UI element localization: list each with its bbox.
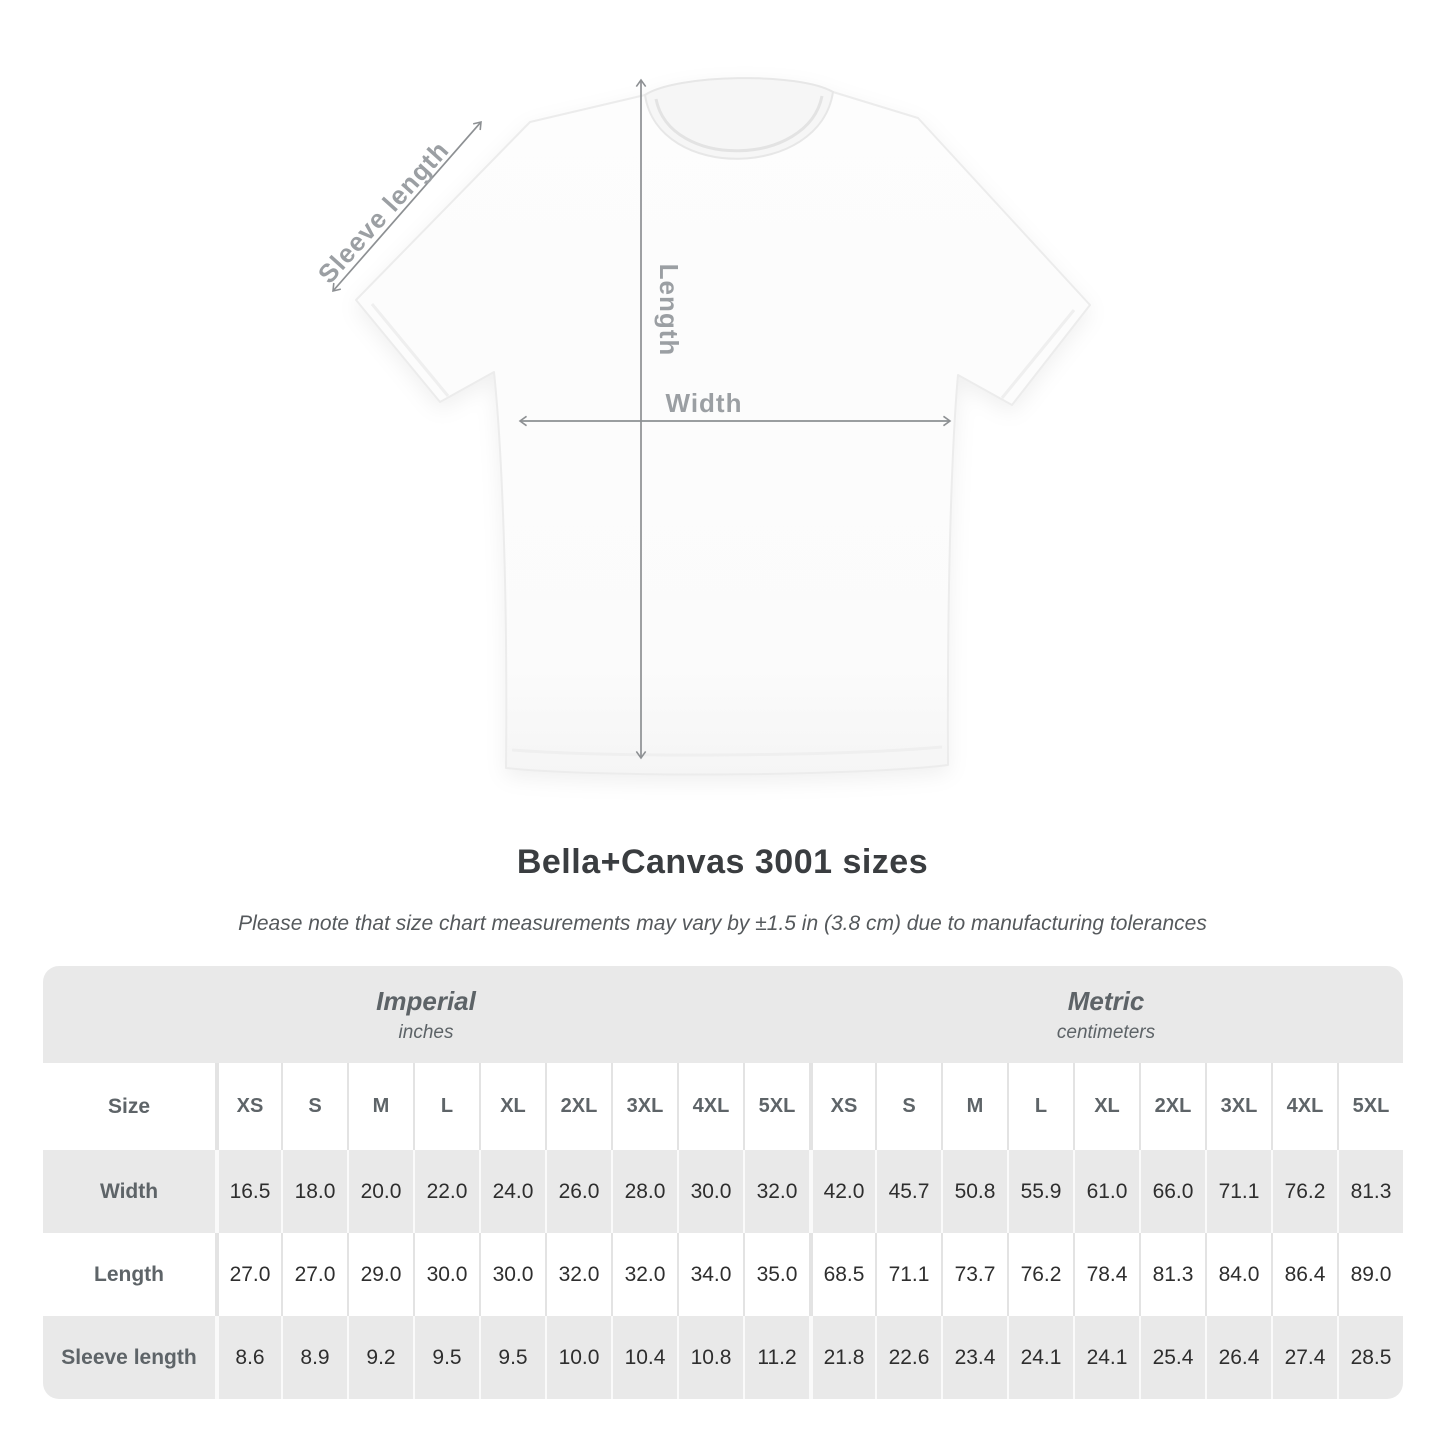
size-col-imperial-m: M: [347, 1063, 413, 1150]
value-cell: 32.0: [743, 1150, 809, 1233]
value-cell: 23.4: [941, 1316, 1007, 1399]
table-row-sleeve-length: Sleeve length 8.6 8.9 9.2 9.5 9.5 10.0 10.4 10.8…: [43, 1316, 1403, 1399]
value-cell: 21.8: [809, 1316, 875, 1399]
value-cell: 35.0: [743, 1233, 809, 1316]
value-cell: 16.5: [215, 1150, 281, 1233]
value-cell: 30.0: [413, 1233, 479, 1316]
size-table-rows: Size XS S M L XL 2XL 3XL 4XL 5XL XS S M L XL 2XL 3XL 4XL 5…: [43, 1063, 1403, 1399]
value-cell: 76.2: [1007, 1233, 1073, 1316]
sleeve-length-arrow: [332, 120, 482, 293]
value-cell: 86.4: [1271, 1233, 1337, 1316]
width-label: Width: [666, 388, 743, 418]
value-cell: 9.2: [347, 1316, 413, 1399]
tshirt-shape: [355, 77, 1091, 776]
row-label: Width: [99, 1179, 159, 1203]
size-header-row: Size XS S M L XL 2XL 3XL 4XL 5XL XS S M L XL 2XL 3XL 4XL 5…: [43, 1063, 1403, 1150]
metric-sublabel: centimeters: [1056, 1021, 1156, 1043]
value-cell: 71.1: [875, 1233, 941, 1316]
value-cell: 26.4: [1205, 1316, 1271, 1399]
size-col-metric-l: L: [1007, 1063, 1073, 1150]
value-cell: 28.5: [1337, 1316, 1403, 1399]
value-cell: 10.0: [545, 1316, 611, 1399]
size-col-imperial-s: S: [281, 1063, 347, 1150]
value-cell: 9.5: [479, 1316, 545, 1399]
page-title: Bella+Canvas 3001 sizes: [516, 843, 929, 881]
size-col-imperial-4xl: 4XL: [677, 1063, 743, 1150]
value-cell: 73.7: [941, 1233, 1007, 1316]
size-table: Imperial inches Metric centimeters Size X…: [43, 966, 1403, 1399]
unit-group-imperial: Imperial inches: [43, 966, 809, 1063]
tshirt-diagram: Sleeve length Length Width: [312, 77, 1091, 776]
value-cell: 78.4: [1073, 1233, 1139, 1316]
table-row-width: Width 16.5 18.0 20.0 22.0 24.0 26.0 28.0 30.0 32.…: [43, 1150, 1403, 1233]
value-cell: 50.8: [941, 1150, 1007, 1233]
size-col-imperial-5xl: 5XL: [743, 1063, 809, 1150]
value-cell: 71.1: [1205, 1150, 1271, 1233]
size-col-imperial-2xl: 2XL: [545, 1063, 611, 1150]
size-corner-label: Size: [107, 1094, 151, 1118]
value-cell: 24.1: [1073, 1316, 1139, 1399]
size-col-metric-xs: XS: [809, 1063, 875, 1150]
row-label: Length: [94, 1262, 164, 1286]
value-cell: 55.9: [1007, 1150, 1073, 1233]
value-cell: 29.0: [347, 1233, 413, 1316]
value-cell: 22.0: [413, 1150, 479, 1233]
size-col-imperial-3xl: 3XL: [611, 1063, 677, 1150]
size-col-imperial-xl: XL: [479, 1063, 545, 1150]
size-col-metric-xl: XL: [1073, 1063, 1139, 1150]
value-cell: 30.0: [479, 1233, 545, 1316]
value-cell: 8.9: [281, 1316, 347, 1399]
tshirt-illustration: Sleeve length Length Width: [312, 77, 1091, 776]
value-cell: 20.0: [347, 1150, 413, 1233]
value-cell: 25.4: [1139, 1316, 1205, 1399]
value-cell: 22.6: [875, 1316, 941, 1399]
value-cell: 84.0: [1205, 1233, 1271, 1316]
value-cell: 68.5: [809, 1233, 875, 1316]
value-cell: 32.0: [611, 1233, 677, 1316]
value-cell: 81.3: [1337, 1150, 1403, 1233]
imperial-label: Imperial: [376, 985, 476, 1016]
unit-group-metric: Metric centimeters: [809, 966, 1403, 1063]
value-cell: 76.2: [1271, 1150, 1337, 1233]
value-cell: 32.0: [545, 1233, 611, 1316]
value-cell: 10.8: [677, 1316, 743, 1399]
value-cell: 27.0: [281, 1233, 347, 1316]
size-col-metric-s: S: [875, 1063, 941, 1150]
value-cell: 34.0: [677, 1233, 743, 1316]
value-cell: 89.0: [1337, 1233, 1403, 1316]
value-cell: 10.4: [611, 1316, 677, 1399]
metric-label: Metric: [1067, 985, 1145, 1016]
value-cell: 27.0: [215, 1233, 281, 1316]
value-cell: 24.1: [1007, 1316, 1073, 1399]
size-col-imperial-l: L: [413, 1063, 479, 1150]
value-cell: 61.0: [1073, 1150, 1139, 1233]
value-cell: 18.0: [281, 1150, 347, 1233]
value-cell: 45.7: [875, 1150, 941, 1233]
size-col-imperial-xs: XS: [215, 1063, 281, 1150]
value-cell: 28.0: [611, 1150, 677, 1233]
length-label: Length: [654, 264, 684, 357]
imperial-sublabel: inches: [398, 1021, 454, 1043]
value-cell: 30.0: [677, 1150, 743, 1233]
value-cell: 8.6: [215, 1316, 281, 1399]
value-cell: 66.0: [1139, 1150, 1205, 1233]
table-row-length: Length 27.0 27.0 29.0 30.0 30.0 32.0 32.0 34.0 35…: [43, 1233, 1403, 1316]
size-col-metric-2xl: 2XL: [1139, 1063, 1205, 1150]
row-label: Sleeve length: [61, 1345, 197, 1369]
size-col-metric-3xl: 3XL: [1205, 1063, 1271, 1150]
value-cell: 81.3: [1139, 1233, 1205, 1316]
size-col-metric-5xl: 5XL: [1337, 1063, 1403, 1150]
value-cell: 26.0: [545, 1150, 611, 1233]
measurement-arrows: [332, 78, 952, 760]
size-col-metric-m: M: [941, 1063, 1007, 1150]
value-cell: 42.0: [809, 1150, 875, 1233]
size-col-metric-4xl: 4XL: [1271, 1063, 1337, 1150]
value-cell: 11.2: [743, 1316, 809, 1399]
tolerance-note: Please note that size chart measurements…: [238, 912, 1207, 935]
value-cell: 24.0: [479, 1150, 545, 1233]
value-cell: 27.4: [1271, 1316, 1337, 1399]
unit-band: Imperial inches Metric centimeters: [43, 966, 1403, 1063]
value-cell: 9.5: [413, 1316, 479, 1399]
